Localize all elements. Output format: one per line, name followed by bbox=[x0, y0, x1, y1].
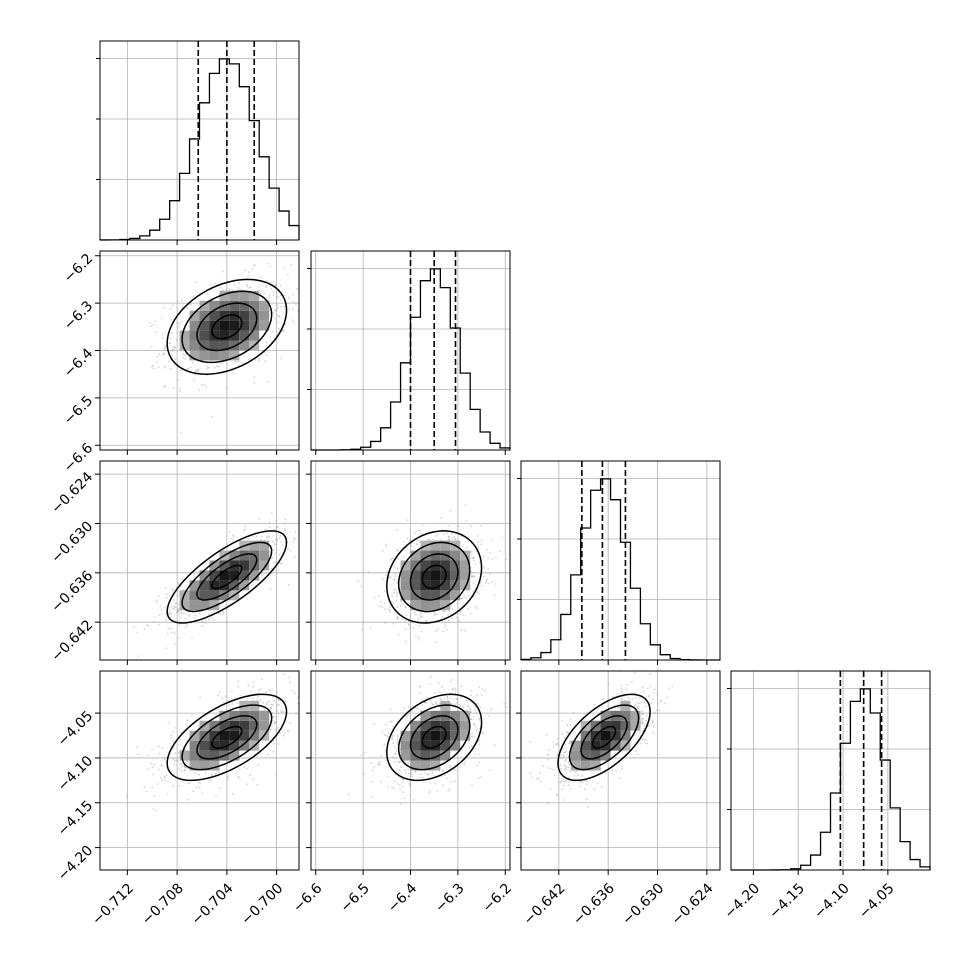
contour-2-1-1.5 bbox=[397, 541, 471, 613]
x-tick-label-0-2: −0.704 bbox=[189, 880, 237, 928]
y-tick-label-3-1: −4.15 bbox=[55, 798, 97, 840]
x-tick-label-1-3: −6.3 bbox=[432, 880, 467, 915]
contour-2-1-2 bbox=[386, 530, 483, 624]
y-tick-label-2-0: −0.642 bbox=[48, 617, 96, 665]
x-tick-label-1-2: −6.4 bbox=[385, 880, 420, 915]
x-tick-label-3-2: −4.10 bbox=[811, 880, 853, 922]
histogram-panel-1 bbox=[307, 250, 511, 455]
scatter-panel-2-0 bbox=[95, 460, 300, 665]
contour-1-0-1.5 bbox=[181, 290, 273, 364]
contour-1-0-1 bbox=[196, 302, 258, 352]
x-tick-label-0-0: −0.712 bbox=[89, 880, 137, 928]
x-tick-label-0-1: −0.708 bbox=[139, 880, 187, 928]
contour-3-1-1.5 bbox=[397, 704, 471, 771]
contour-2-0-2 bbox=[166, 530, 288, 624]
scatter-panel-3-1 bbox=[306, 670, 511, 875]
y-tick-label-1-4: −6.2 bbox=[61, 251, 96, 286]
y-tick-label-3-2: −4.10 bbox=[55, 753, 97, 795]
x-tick-label-2-2: −0.630 bbox=[619, 880, 667, 928]
contour-3-1-1 bbox=[409, 715, 459, 760]
y-tick-label-3-3: −4.05 bbox=[55, 708, 97, 750]
y-tick-label-3-0: −4.20 bbox=[55, 843, 97, 885]
contour-3-1-0.5 bbox=[421, 725, 447, 749]
contour-3-0-1 bbox=[196, 715, 258, 760]
y-tick-label-1-2: −6.4 bbox=[61, 345, 96, 380]
x-tick-label-1-4: −6.2 bbox=[480, 880, 515, 915]
contour-3-2-2 bbox=[557, 693, 651, 782]
histogram-0 bbox=[99, 58, 300, 241]
x-tick-label-2-3: −0.624 bbox=[669, 880, 717, 928]
contour-2-0-0.5 bbox=[211, 564, 243, 590]
histogram-2 bbox=[520, 478, 721, 661]
contour-2-1-1 bbox=[409, 553, 459, 601]
scatter-panel-2-1 bbox=[306, 460, 511, 665]
y-tick-label-1-3: −6.3 bbox=[61, 298, 96, 333]
scatter-panel-3-0 bbox=[95, 670, 300, 875]
contour-3-0-2 bbox=[166, 693, 288, 782]
x-tick-label-3-0: −4.20 bbox=[722, 880, 764, 922]
contour-1-0-2 bbox=[166, 278, 288, 375]
x-tick-label-0-3: −0.700 bbox=[238, 880, 286, 928]
scatter-panel-1-0 bbox=[95, 250, 300, 455]
x-tick-label-2-0: −0.642 bbox=[521, 880, 569, 928]
histogram-panel-0 bbox=[96, 40, 300, 245]
contour-2-1-0.5 bbox=[421, 564, 447, 590]
scatter-panel-3-2 bbox=[516, 670, 721, 875]
x-tick-label-3-1: −4.15 bbox=[766, 880, 808, 922]
y-tick-label-2-2: −0.630 bbox=[48, 518, 96, 566]
contour-3-2-1.5 bbox=[568, 704, 640, 771]
histogram-3 bbox=[731, 688, 931, 871]
contour-3-2-1 bbox=[580, 715, 628, 760]
x-tick-label-1-0: −6.6 bbox=[290, 880, 325, 915]
contour-3-2-0.5 bbox=[591, 725, 617, 749]
contour-2-0-1.5 bbox=[181, 541, 273, 613]
x-tick-label-3-3: −4.05 bbox=[856, 880, 898, 922]
histogram-panel-3 bbox=[727, 670, 931, 875]
y-tick-label-2-1: −0.636 bbox=[48, 568, 96, 616]
contour-3-1-2 bbox=[386, 693, 483, 782]
contour-3-0-1.5 bbox=[181, 704, 273, 771]
contour-2-0-1 bbox=[196, 553, 258, 601]
contour-3-0-0.5 bbox=[211, 725, 243, 749]
x-tick-label-2-1: −0.636 bbox=[570, 880, 618, 928]
x-tick-label-1-1: −6.5 bbox=[338, 880, 373, 915]
y-tick-label-1-1: −6.5 bbox=[61, 393, 96, 428]
y-tick-label-1-0: −6.6 bbox=[61, 440, 96, 475]
y-tick-label-2-3: −0.624 bbox=[48, 469, 96, 517]
contour-1-0-0.5 bbox=[211, 314, 243, 340]
histogram-panel-2 bbox=[517, 460, 721, 665]
